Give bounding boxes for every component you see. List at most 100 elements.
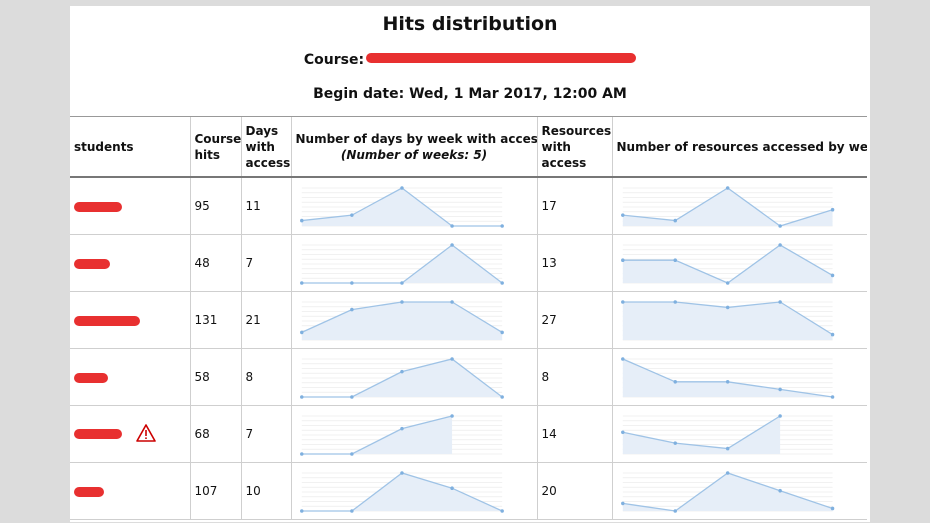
days-by-week-sparkline [290,234,537,292]
sparkline-point [673,300,677,304]
sparkline-area [301,245,502,283]
sparkline-area [622,416,780,454]
student-name-redaction [74,258,110,269]
sparkline-point [399,471,404,475]
resources-access-cell: 17 [536,177,612,235]
days-sparkline-chart [299,414,502,456]
days-access-cell: 7 [240,234,291,292]
days-sparkline-chart [299,471,504,513]
student-name-cell[interactable] [70,462,190,520]
resources-by-week-sparkline [611,234,867,292]
student-name-redaction [74,372,108,383]
sparkline-area [301,359,502,397]
course-name-redaction [366,53,637,63]
student-name-cell[interactable] [70,348,190,406]
resources-sparkline-chart [620,414,833,455]
days-access-cell: 21 [240,291,291,349]
resources-by-week-sparkline [611,177,867,235]
sparkline-area [622,245,833,283]
resources-sparkline-chart [620,300,834,341]
sparkline-point [673,218,677,223]
sparkline-point [499,395,504,399]
days-sparkline-chart [299,357,504,399]
sparkline-point [449,300,454,304]
header-days-with-access[interactable]: Days with access [240,116,291,178]
sparkline-area [622,359,833,397]
sparkline-point [620,258,625,262]
days-access-cell: 7 [240,405,291,463]
sparkline-point [449,357,454,361]
student-name-redaction [74,201,122,212]
sparkline-point [449,486,454,490]
sparkline-point [673,509,677,513]
sparkline-point [777,243,782,247]
student-name-cell[interactable] [70,177,190,235]
header-course-hits[interactable]: Course hits [189,116,241,178]
sparkline-point [830,506,834,511]
table-row: 95 11 17 [70,177,867,235]
sparkline-point [830,273,834,278]
sparkline-point [620,300,625,304]
sparkline-point [777,387,782,392]
course-label: Course: [303,52,365,68]
sparkline-point [725,305,729,310]
resources-access-cell: 27 [536,291,612,349]
resources-by-week-sparkline [611,348,867,406]
resources-sparkline-chart [620,471,834,513]
table-row: 131 21 27 [70,291,867,349]
student-name-cell[interactable] [70,291,190,349]
table-row: 107 10 20 [70,462,867,520]
sparkline-area [301,302,502,340]
student-name-redaction [74,429,122,439]
days-access-cell: 8 [240,348,291,406]
sparkline-line [622,415,780,450]
page-title: Hits distribution [382,13,558,35]
student-name-cell[interactable] [70,234,190,292]
sparkline-point [620,430,625,435]
sparkline-point [725,281,729,285]
course-hits-cell: 107 [189,462,241,520]
course-hits-cell: 48 [189,234,241,292]
days-sparkline-chart [299,243,504,285]
sparkline-line [301,415,452,455]
resources-sparkline-chart [620,186,834,228]
sparkline-point [349,452,354,456]
student-name-cell[interactable] [70,405,190,463]
sparkline-point [349,395,354,399]
resources-access-cell: 13 [536,234,612,292]
warning-icon [136,423,156,445]
header-resources-with-access[interactable]: Resources with access [536,116,612,178]
resources-access-cell: 8 [536,348,612,406]
sparkline-point [725,446,729,451]
sparkline-point [349,509,354,513]
resources-by-week-sparkline [611,405,867,463]
resources-access-cell: 20 [536,462,612,520]
begin-date: Begin date: Wed, 1 Mar 2017, 12:00 AM [313,86,627,102]
table-row: 68 7 14 [70,405,867,463]
header-students[interactable]: students [70,116,190,178]
report-page: Hits distribution Course: Begin date: We… [70,6,870,522]
sparkline-area [622,188,833,226]
course-hits-cell: 131 [189,291,241,349]
header-days-by-week[interactable]: Number of days by week with access (Numb… [290,116,537,178]
sparkline-point [449,243,454,247]
days-sparkline-chart [299,300,504,341]
sparkline-point [777,414,782,418]
days-access-cell: 10 [240,462,291,520]
days-by-week-sparkline [290,291,537,349]
sparkline-point [673,441,677,445]
weeks-note: (Number of weeks: 5) [340,147,488,162]
days-access-cell: 11 [240,177,291,235]
student-name-redaction [74,486,104,497]
student-name-redaction [74,315,140,326]
table-row: 48 7 13 [70,234,867,292]
header-resources-by-week[interactable]: Number of resources accessed by week [611,116,867,178]
sparkline-point [620,213,625,217]
sparkline-point [449,414,454,418]
sparkline-point [499,509,504,513]
sparkline-point [349,213,354,217]
sparkline-point [777,300,782,304]
sparkline-point [499,281,504,285]
sparkline-point [499,224,504,228]
days-by-week-sparkline [290,348,537,406]
